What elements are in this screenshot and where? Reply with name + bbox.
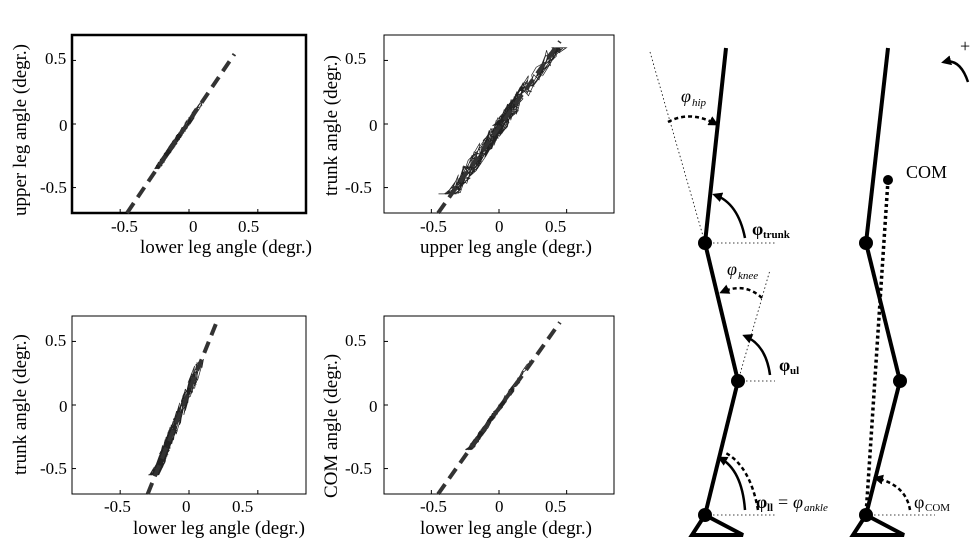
plot-4-fit-line: [436, 321, 562, 496]
plot-3-ytick-0: 0: [59, 397, 68, 416]
trunk-angle-arc: [712, 192, 747, 239]
plot-2-xlabel: upper leg angle (degr.): [420, 237, 592, 258]
ll-equals: =: [778, 492, 788, 512]
hip-angle-arc: [667, 115, 719, 126]
ankle-angle-arc: [723, 450, 760, 511]
plot-3-trace: [148, 359, 204, 477]
plot-2-ylabel: trunk angle (degr.): [321, 55, 342, 196]
hip-label-symbol: φ: [681, 86, 691, 106]
plot-4-xlabel: lower leg angle (degr.): [420, 518, 592, 539]
ll-label-symbol: φ: [756, 492, 767, 512]
ul-label-sub: ul: [790, 365, 799, 377]
plot-3-fit-line: [145, 321, 219, 495]
plot-1-ytick--0.5: -0.5: [40, 178, 67, 197]
plot-1-xlabel: lower leg angle (degr.): [140, 237, 312, 258]
com-angle-symbol: φ: [914, 492, 924, 512]
trunk-label-symbol: φ: [752, 219, 763, 239]
plot-3-frame: [71, 315, 307, 495]
plot-4-xtick-0.5: 0.5: [545, 497, 566, 516]
plot-3-xlabel: lower leg angle (degr.): [133, 518, 305, 539]
plot-1-xtick--0.5: -0.5: [111, 217, 138, 236]
plot-3-ytick--0.5: -0.5: [40, 459, 67, 478]
plot-3-xtick-0.5: 0.5: [232, 497, 253, 516]
ll-angle-arc: [717, 456, 747, 511]
plot-1-ytick-0: 0: [59, 116, 68, 135]
foot-2: [849, 512, 905, 537]
plot-2-xtick-0: 0: [495, 217, 504, 236]
plot-1-fit-line: [125, 52, 237, 215]
plus-sign: +: [960, 36, 970, 56]
plot-1-ylabel: upper leg angle (degr.): [10, 44, 31, 216]
plot-4-xtick--0.5: -0.5: [420, 497, 447, 516]
plot-2-xtick--0.5: -0.5: [420, 217, 447, 236]
hip-reference-line: [649, 51, 706, 244]
plot-2-trace: [438, 47, 568, 195]
knee-reference-line: [737, 269, 771, 382]
chart-marks: [72, 40, 568, 496]
plot-4-ytick-0: 0: [369, 397, 378, 416]
ul-label-symbol: φ: [779, 355, 790, 375]
plot-4-ytick--0.5: -0.5: [345, 459, 372, 478]
plot-4-trace: [465, 360, 535, 451]
stick-diagram: φ hip φ trunk φ knee φ ul φ ll = φ ankle…: [649, 36, 970, 537]
knee-angle-arc: [719, 284, 763, 299]
plot-2-ytick--0.5: -0.5: [345, 178, 372, 197]
positive-rotation-arrow: [941, 55, 970, 83]
plot-2-ytick-0: 0: [369, 116, 378, 135]
plot-4-xtick-0: 0: [495, 497, 504, 516]
plot-1-xtick-0.5: 0.5: [238, 217, 259, 236]
trunk-label-sub: trunk: [763, 229, 791, 241]
plot-4-ylabel: COM angle (degr.): [321, 354, 342, 498]
knee-joint-2: [893, 374, 907, 388]
plot-3-xtick--0.5: -0.5: [104, 497, 131, 516]
knee-label-symbol: φ: [727, 259, 737, 279]
foot: [688, 512, 744, 537]
plot-3-ylabel: trunk angle (degr.): [10, 334, 31, 475]
plot-1-xtick-0: 0: [189, 217, 198, 236]
com-label: COM: [906, 162, 947, 182]
com-line: [864, 179, 890, 516]
lower-leg-segment-2: [864, 380, 902, 516]
com-angle-arc: [873, 474, 912, 511]
trunk-segment-2: [864, 47, 890, 244]
plot-1-ytick-0.5: 0.5: [45, 49, 66, 68]
plot-2-xtick-0.5: 0.5: [545, 217, 566, 236]
hip-label-sub: hip: [692, 97, 707, 109]
upper-leg-segment: [703, 242, 740, 382]
com-angle-sub: COM: [925, 502, 950, 514]
plot-3: [71, 315, 307, 495]
hip-joint-2: [859, 236, 873, 250]
plot-4-ytick-0.5: 0.5: [345, 331, 366, 350]
knee-label-sub: knee: [738, 270, 758, 282]
ankle-label-symbol: φ: [793, 492, 803, 512]
plot-3-ytick-0.5: 0.5: [45, 331, 66, 350]
plot-2-fit-line: [436, 40, 562, 215]
ankle-label-sub: ankle: [804, 502, 828, 514]
ll-label-sub: ll: [767, 502, 773, 514]
plot-3-xtick-0: 0: [182, 497, 191, 516]
lower-leg-segment: [703, 380, 740, 516]
upper-leg-segment-2: [864, 242, 902, 382]
trunk-segment: [703, 47, 728, 244]
plot-2-ytick-0.5: 0.5: [345, 49, 366, 68]
ul-angle-arc: [742, 334, 772, 376]
